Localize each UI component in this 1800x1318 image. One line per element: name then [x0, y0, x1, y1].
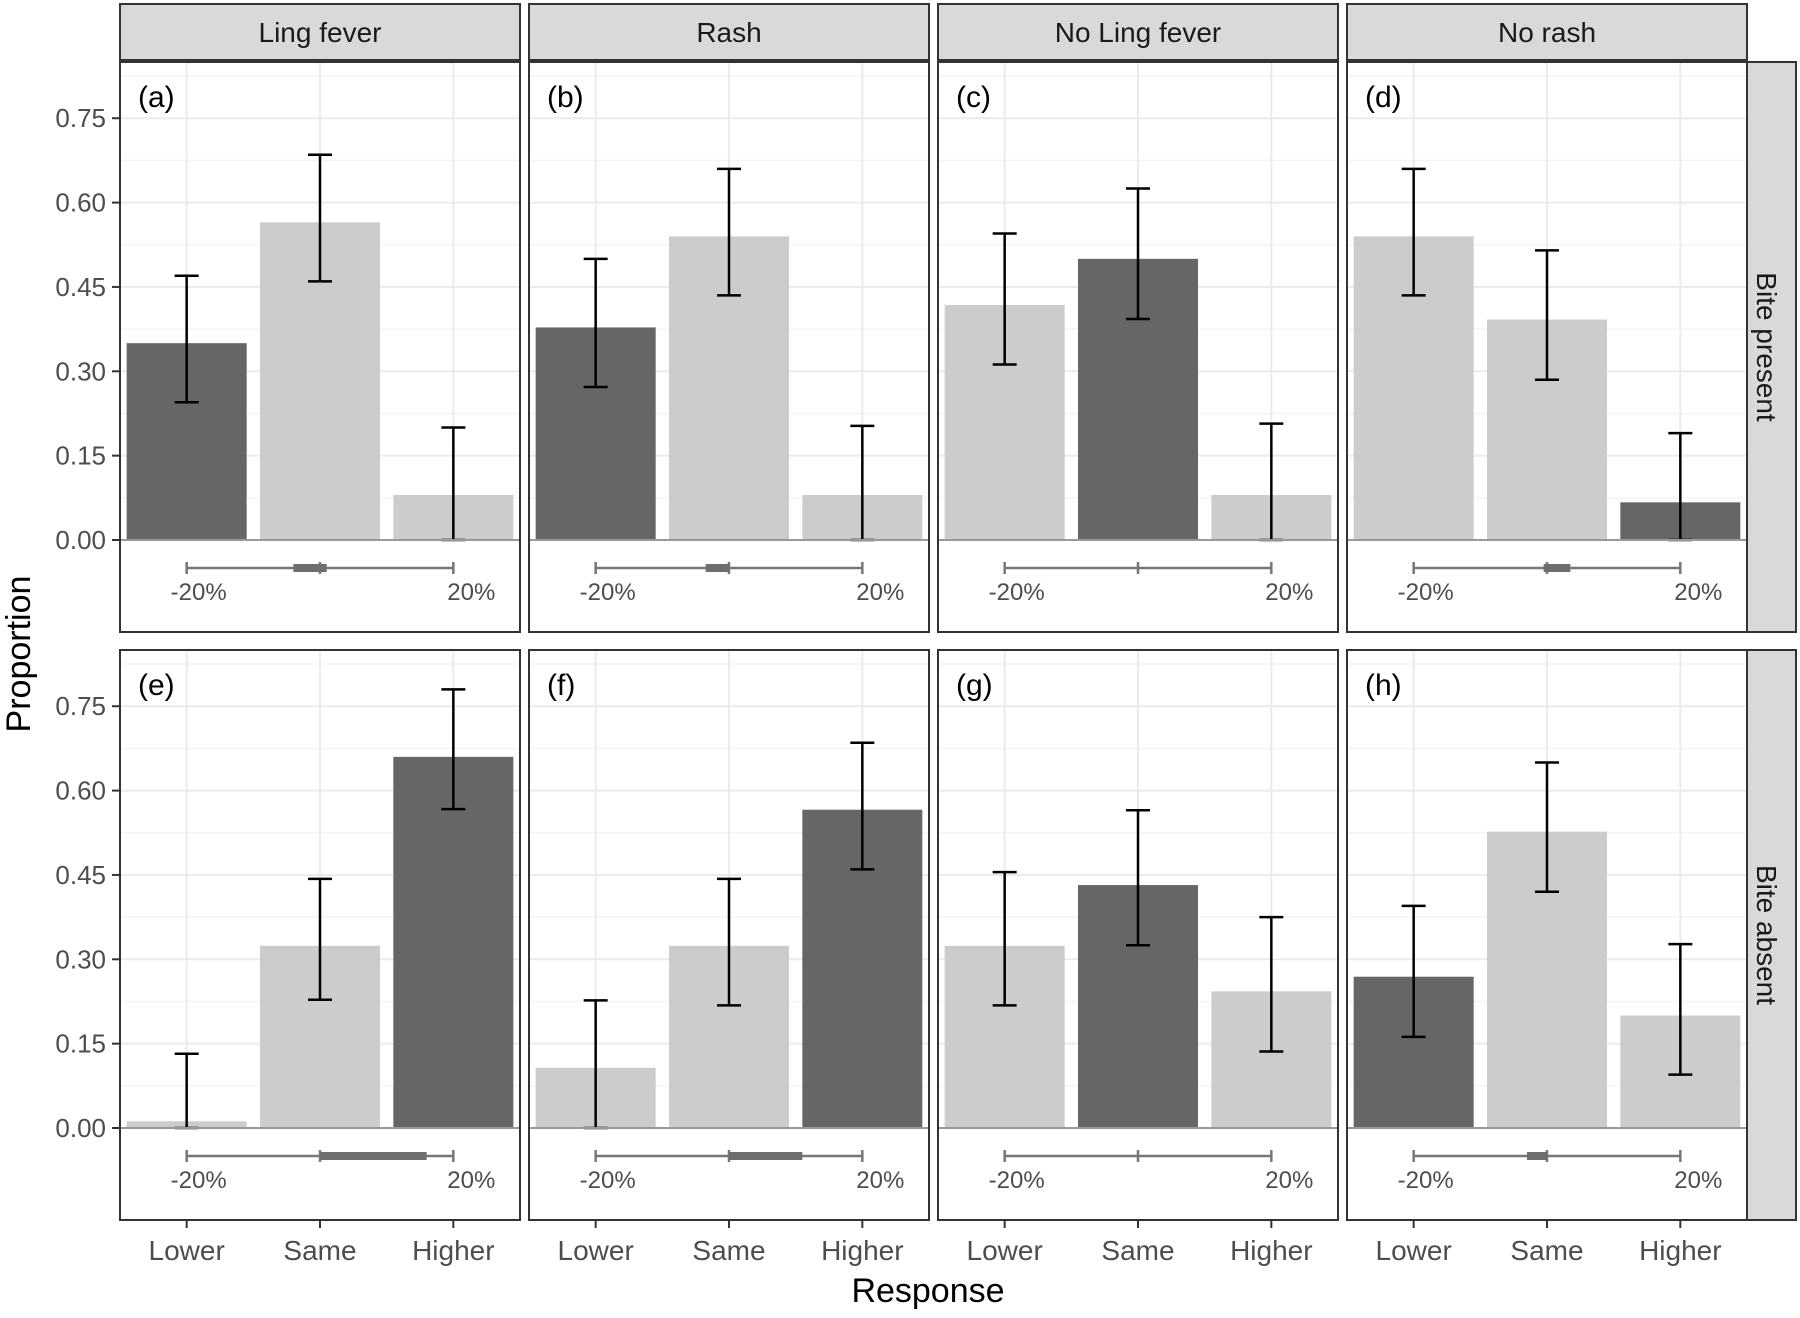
- column-strip: [937, 3, 1339, 61]
- y-tick-label: 0.30: [55, 356, 106, 386]
- shift-right-label: 20%: [1265, 1167, 1313, 1194]
- row-strip-label: Bite absent: [1751, 865, 1782, 1005]
- shift-right-label: 20%: [1674, 1167, 1722, 1194]
- x-tick-label: Higher: [1230, 1235, 1312, 1266]
- panel-label: (e): [138, 669, 175, 702]
- x-tick-label: Same: [1101, 1235, 1174, 1266]
- shift-right-label: 20%: [1674, 579, 1722, 606]
- x-tick-label: Higher: [412, 1235, 494, 1266]
- y-tick-label: 0.30: [55, 944, 106, 974]
- y-tick-label: 0.15: [55, 441, 106, 471]
- column-strip-label: Ling fever: [259, 17, 382, 48]
- panel-border: [528, 61, 930, 633]
- column-strip: [119, 3, 521, 61]
- x-tick-label: Higher: [821, 1235, 903, 1266]
- y-tick-label: 0.15: [55, 1029, 106, 1059]
- row-strip-label: Bite present: [1751, 272, 1782, 422]
- panel-label: (h): [1365, 669, 1402, 702]
- shift-interval: [729, 1152, 803, 1160]
- x-tick-label: Lower: [558, 1235, 634, 1266]
- panel-border: [937, 61, 1339, 633]
- y-tick-label: 0.60: [55, 776, 106, 806]
- x-tick-label: Lower: [149, 1235, 225, 1266]
- shift-left-label: -20%: [1398, 1167, 1454, 1194]
- x-tick-label: Same: [283, 1235, 356, 1266]
- panel-label: (f): [547, 669, 575, 702]
- column-strip-label: No rash: [1498, 17, 1596, 48]
- shift-left-label: -20%: [580, 579, 636, 606]
- x-tick-label: Lower: [1376, 1235, 1452, 1266]
- panel-label: (d): [1365, 81, 1402, 114]
- y-tick-label: 0.75: [55, 691, 106, 721]
- panel: -20% 20% (g) Lower Same Higher: [937, 649, 1339, 1266]
- panel: -20% 20% (c): [937, 61, 1339, 633]
- shift-left-label: -20%: [1398, 579, 1454, 606]
- shift-right-label: 20%: [447, 579, 495, 606]
- panel: -20% 20% (a) 0.00 0.15 0.30 0.45 0.60 0.75: [55, 61, 521, 633]
- panel-label: (g): [956, 669, 993, 702]
- panel-label: (c): [956, 81, 991, 114]
- y-tick-label: 0.00: [55, 525, 106, 555]
- shift-right-label: 20%: [856, 579, 904, 606]
- x-axis-title: Response: [851, 1272, 1004, 1310]
- shift-interval: [320, 1152, 427, 1160]
- panel-label: (a): [138, 81, 175, 114]
- y-axis-title: Proportion: [0, 576, 38, 733]
- panel: -20% 20% (d): [1346, 61, 1748, 633]
- y-tick-label: 0.45: [55, 860, 106, 890]
- shift-left-label: -20%: [580, 1167, 636, 1194]
- shift-interval: [1527, 1152, 1547, 1160]
- shift-left-label: -20%: [171, 579, 227, 606]
- panel: -20% 20% (b): [528, 61, 930, 633]
- panel-border: [119, 61, 521, 633]
- shift-left-label: -20%: [171, 1167, 227, 1194]
- shift-right-label: 20%: [1265, 579, 1313, 606]
- shift-left-label: -20%: [989, 579, 1045, 606]
- panel: -20% 20% (h) Lower Same Higher: [1346, 649, 1748, 1266]
- bar: [393, 756, 514, 1128]
- panels-layer: Ling fever Rash No Ling fever No rash Bite p…: [55, 3, 1797, 1266]
- y-tick-label: 0.75: [55, 103, 106, 133]
- shift-interval: [1543, 564, 1571, 572]
- y-tick-label: 0.00: [55, 1113, 106, 1143]
- shift-left-label: -20%: [989, 1167, 1045, 1194]
- x-tick-label: Same: [692, 1235, 765, 1266]
- panel-border: [1346, 61, 1748, 633]
- y-tick-label: 0.45: [55, 272, 106, 302]
- column-strip: [1346, 3, 1748, 61]
- shift-interval: [293, 564, 327, 572]
- shift-right-label: 20%: [447, 1167, 495, 1194]
- shift-interval: [705, 564, 729, 572]
- shift-right-label: 20%: [856, 1167, 904, 1194]
- panel: -20% 20% (e) 0.00 0.15 0.30 0.45 0.60 0.75 Lower S…: [55, 649, 521, 1266]
- column-strip-label: Rash: [696, 17, 761, 48]
- panel: -20% 20% (f) Lower Same Higher: [528, 649, 930, 1266]
- x-tick-label: Same: [1510, 1235, 1583, 1266]
- column-strip-label: No Ling fever: [1055, 17, 1222, 48]
- x-tick-label: Lower: [967, 1235, 1043, 1266]
- panel-label: (b): [547, 81, 584, 114]
- column-strip: [528, 3, 930, 61]
- y-tick-label: 0.60: [55, 188, 106, 218]
- x-tick-label: Higher: [1639, 1235, 1721, 1266]
